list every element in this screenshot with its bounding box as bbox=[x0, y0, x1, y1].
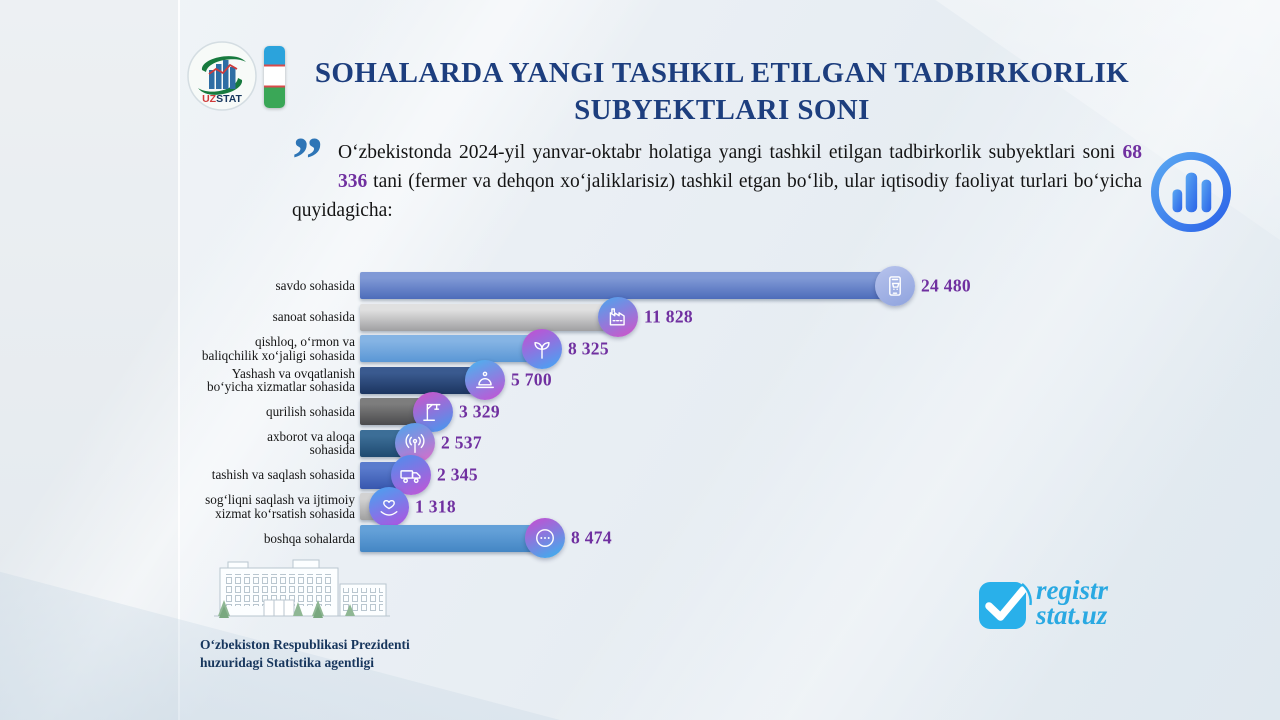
bar-track: 2 345 bbox=[360, 455, 1280, 496]
category-label: boshqa sohalarda bbox=[263, 530, 355, 546]
intro-text-after: tani (fermer va dehqon xo‘jaliklarisiz) … bbox=[292, 171, 1142, 221]
title-line-1: SOHALARDA YANGI TASHKIL ETILGAN TADBIRKO… bbox=[314, 57, 1130, 89]
brand-line-2: stat.uz bbox=[1036, 600, 1108, 630]
total-count: 68 336 bbox=[338, 142, 1142, 192]
statistics-agency-building-illustration bbox=[198, 558, 393, 629]
value-label: 5 700 bbox=[511, 369, 552, 390]
bar-track: 8 325 bbox=[360, 328, 1280, 369]
chart-row: sog‘liqni saqlash va ijtimoiy xizmat ko‘r… bbox=[185, 486, 1280, 527]
bar-track: 2 537 bbox=[360, 423, 1280, 464]
bar-track: 8 474 bbox=[360, 518, 1280, 559]
category-label: sog‘liqni saqlash va ijtimoiy xizmat ko‘r… bbox=[205, 492, 355, 521]
intro-paragraph: ” O‘zbekistonda 2024-yil yanvar-oktabr ho… bbox=[292, 126, 1142, 225]
svg-text:UZSTAT: UZSTAT bbox=[202, 93, 242, 105]
chart-row: Yashash va ovqatlanish bo‘yicha xizmatlar… bbox=[185, 360, 1280, 401]
title-line-2: SUBYEKTLARI SONI bbox=[574, 94, 870, 126]
value-label: 8 325 bbox=[568, 338, 609, 359]
agriculture-icon bbox=[522, 328, 562, 369]
uzstat-logo: UZSTAT bbox=[186, 40, 258, 117]
category-label: axborot va aloqa sohasida bbox=[267, 429, 355, 458]
bar-track: 1 318 bbox=[360, 486, 1280, 527]
logo-text-stat: STAT bbox=[216, 93, 242, 105]
agency-name-line-1: O‘zbekiston Respublikasi Prezidenti bbox=[200, 637, 410, 652]
logo-text-uz: UZ bbox=[202, 93, 217, 105]
value-label: 24 480 bbox=[921, 275, 971, 295]
bar-track: 5 700 bbox=[360, 360, 1280, 401]
agency-name-line-2: huzuridagi Statistika agentligi bbox=[200, 655, 375, 670]
quote-icon: ” bbox=[292, 126, 323, 194]
chart-row: sanoat sohasida 11 828 bbox=[185, 297, 1280, 338]
category-label: Yashash va ovqatlanish bo‘yicha xizmatlar… bbox=[207, 365, 355, 395]
registr-statuz-brand: registr stat.uz bbox=[978, 574, 1108, 632]
value-label: 8 474 bbox=[571, 527, 612, 548]
checkmark-icon bbox=[979, 582, 1032, 629]
bar-chart-icon bbox=[1147, 148, 1235, 236]
category-label: sanoat sohasida bbox=[272, 309, 355, 325]
bar bbox=[360, 524, 545, 552]
bar-track: 11 828 bbox=[360, 297, 1280, 338]
bar bbox=[360, 366, 485, 394]
agency-name: O‘zbekiston Respublikasi Prezidenti huzu… bbox=[200, 636, 410, 672]
shop-icon bbox=[875, 265, 915, 306]
chart-row: boshqa sohalarda 8 474 bbox=[185, 518, 1280, 559]
category-label: qurilish sohasida bbox=[265, 404, 355, 420]
chart-row: tashish va saqlash sohasida 2 345 bbox=[185, 455, 1280, 496]
brand-text: registr stat.uz bbox=[1036, 575, 1109, 630]
intro-text-before: O‘zbekistonda 2024-yil yanvar-oktabr hol… bbox=[338, 142, 1123, 163]
value-label: 11 828 bbox=[644, 306, 693, 327]
value-label: 2 537 bbox=[441, 432, 482, 453]
healthcare-icon bbox=[369, 486, 409, 527]
bar bbox=[360, 303, 618, 331]
factory-icon bbox=[598, 297, 638, 338]
bar bbox=[360, 335, 542, 363]
bar-track: 24 480 bbox=[360, 265, 1280, 306]
value-label: 3 329 bbox=[459, 401, 500, 422]
value-label: 1 318 bbox=[415, 496, 456, 517]
category-label: tashish va saqlash sohasida bbox=[211, 467, 355, 483]
chart-row: qurilish sohasida 3 329 bbox=[185, 391, 1280, 432]
chart-row: savdo sohasida 24 480 bbox=[185, 265, 1280, 306]
uzbekistan-flag-icon bbox=[264, 46, 285, 108]
value-label: 2 345 bbox=[437, 464, 478, 485]
page-title: SOHALARDA YANGI TASHKIL ETILGAN TADBIRKO… bbox=[288, 55, 1156, 129]
other-sectors-icon bbox=[525, 518, 565, 559]
bar-track: 3 329 bbox=[360, 391, 1280, 432]
brand-line-1: registr bbox=[1036, 575, 1109, 605]
food-service-icon bbox=[465, 360, 505, 401]
bar-chart: savdo sohasida 24 480 sanoat sohasida 11 82… bbox=[185, 265, 1280, 559]
bar bbox=[360, 272, 895, 299]
chart-row: qishloq, o‘rmon va baliqchilik xo‘jaligi … bbox=[185, 328, 1280, 369]
category-label: qishloq, o‘rmon va baliqchilik xo‘jaligi … bbox=[201, 334, 355, 363]
category-label: savdo sohasida bbox=[275, 277, 355, 293]
chart-row: axborot va aloqa sohasida 2 537 bbox=[185, 423, 1280, 464]
